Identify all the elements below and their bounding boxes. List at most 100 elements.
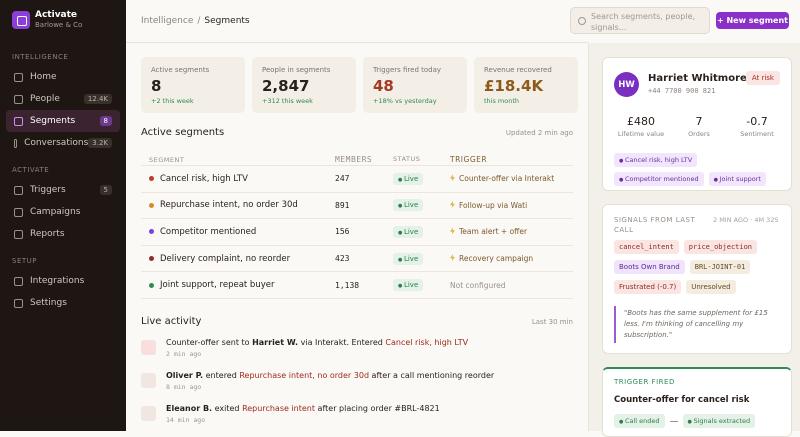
trigger: Follow-up via Wati: [459, 200, 528, 210]
nav-item[interactable]: Campaigns: [6, 201, 120, 223]
activity-icon: [141, 340, 156, 355]
nav-icon: [14, 94, 23, 104]
nav-item[interactable]: People 12.4K: [6, 88, 120, 110]
column-header: SEGMENT: [149, 156, 185, 164]
nav-label: Settings: [30, 298, 67, 308]
status-dot: [149, 229, 154, 235]
members: 891: [335, 200, 350, 210]
activity-body: Oliver P. entered Repurchase intent, no …: [166, 371, 494, 404]
status-dot: [149, 282, 154, 288]
status-cell: Live: [393, 172, 450, 185]
person: Eleanor B.: [166, 404, 213, 413]
nav-icon: [14, 298, 23, 308]
window: Last 30 min: [531, 318, 573, 326]
nav: INTELLIGENCE Home People 12.4K Segments 8 Conv…: [0, 41, 126, 314]
new-segment-button[interactable]: + New segment: [716, 12, 789, 29]
segment-row[interactable]: Joint support, repeat buyer 1,138 Live Not …: [141, 272, 573, 299]
segment-tag[interactable]: Joint support: [708, 172, 766, 186]
status-dot: [149, 202, 154, 208]
stat-label: Triggers fired today: [373, 66, 442, 74]
trigger-card: TRIGGER FIRED Counter-offer for cancel ri…: [602, 367, 792, 437]
signals-card: SIGNALS FROM LAST CALL 2 MIN AGO · 4M 32S…: [602, 204, 792, 354]
step: Call ended: [614, 414, 665, 428]
nav-label: Integrations: [30, 276, 85, 286]
chips: cancel_intent price_objection Boots Own Br…: [614, 240, 789, 294]
bolt-icon: [450, 254, 455, 262]
segment-row[interactable]: Cancel risk, high LTV 247 Live Counter-offe…: [141, 166, 573, 193]
segment-cell: Cancel risk, high LTV: [149, 174, 335, 184]
status-dot: [149, 176, 154, 182]
nav-item[interactable]: Triggers 5: [6, 179, 120, 201]
trigger-cell: Counter-offer via Interakt: [450, 174, 573, 183]
signal-chip: price_objection: [683, 240, 758, 254]
status-badge: Live: [393, 199, 424, 212]
search[interactable]: Search segments, people, signals...: [570, 7, 710, 34]
stat-value: £18.4K: [484, 77, 544, 95]
nav-item[interactable]: Segments 8: [6, 110, 120, 132]
nav-item[interactable]: Conversations 3.2K: [6, 132, 120, 154]
breadcrumb[interactable]: Intelligence: [141, 16, 194, 26]
signal-chip: Unresolved: [686, 280, 736, 294]
sidebar: Activate Barlowe & Co INTELLIGENCE Home Pe…: [0, 0, 126, 431]
segment-cell: Delivery complaint, no reorder: [149, 254, 335, 264]
stat-value: 48: [373, 77, 394, 95]
activity-item: Eleanor B. exited Repurchase intent afte…: [141, 404, 573, 437]
nav-icon: [14, 276, 23, 286]
brand: Activate: [35, 10, 78, 20]
text: via Interakt. Entered: [298, 338, 386, 347]
stats: Active segments 8 +2 this week People in se…: [141, 57, 578, 113]
profile-stat-value: -0.7: [746, 115, 768, 128]
segments-table: SEGMENT MEMBERS STATUS TRIGGER Cancel risk, …: [141, 150, 573, 299]
profile-stat-value: 7: [695, 115, 703, 128]
breadcrumb-current: Segments: [204, 16, 250, 26]
segment-row[interactable]: Repurchase intent, no order 30d 891 Live Fo…: [141, 193, 573, 220]
segment-link[interactable]: Repurchase intent, no order 30d: [239, 371, 370, 380]
stat-value: 8: [151, 77, 162, 95]
nav-section: SETUP: [12, 257, 37, 265]
arrow: [669, 420, 678, 422]
segment-link[interactable]: Repurchase intent: [242, 404, 316, 413]
trigger: Team alert + offer: [459, 227, 528, 237]
members: 1,138: [335, 280, 360, 290]
nav-section: ACTIVATE: [12, 166, 50, 174]
nav-item[interactable]: Reports: [6, 223, 120, 245]
stat-card: Revenue recovered £18.4K this month: [474, 57, 578, 113]
column-header: TRIGGER: [450, 155, 488, 164]
nav-icon: [14, 116, 23, 126]
signal-chip: BRL-JOINT-01: [689, 260, 751, 274]
stat-label: Revenue recovered: [484, 66, 552, 74]
text: entered: [203, 371, 240, 380]
trigger-cell: Recovery campaign: [450, 254, 573, 263]
trigger-cell: Not configured: [450, 281, 573, 290]
activity-body: Eleanor B. exited Repurchase intent afte…: [166, 404, 440, 437]
activity-icon: [141, 373, 156, 388]
nav-item[interactable]: Integrations: [6, 270, 120, 292]
signals-title: SIGNALS FROM LAST CALL: [614, 216, 696, 234]
activity-item: Oliver P. entered Repurchase intent, no …: [141, 371, 573, 404]
nav-icon: [14, 207, 23, 217]
segment-tag[interactable]: Cancel risk, high LTV: [614, 153, 698, 167]
section-title: Active segments: [141, 127, 225, 138]
segment-row[interactable]: Competitor mentioned 156 Live Team alert + …: [141, 219, 573, 246]
activity-text: Oliver P. entered Repurchase intent, no …: [166, 371, 494, 380]
nav-icon: [14, 138, 18, 148]
bolt-icon: [450, 227, 455, 235]
trigger-title: Counter-offer for cancel risk: [614, 395, 750, 405]
stat-value: 2,847: [262, 77, 310, 95]
nav-item[interactable]: Settings: [6, 292, 120, 314]
nav-item[interactable]: Home: [6, 66, 120, 88]
nav-label: Home: [30, 72, 57, 82]
stat-delta: this month: [484, 97, 520, 105]
segment-link[interactable]: Cancel risk, high LTV: [385, 338, 469, 347]
nav-label: Conversations: [24, 138, 89, 148]
stat-card: Active segments 8 +2 this week: [141, 57, 245, 113]
profile-stat-label: Lifetime value: [617, 130, 665, 138]
segment-cell: Competitor mentioned: [149, 227, 335, 237]
segment-row[interactable]: Delivery complaint, no reorder 423 Live Rec…: [141, 246, 573, 273]
status-cell: Live: [393, 279, 450, 292]
text: Counter-offer sent to: [166, 338, 253, 347]
text: after placing order #BRL-4821: [315, 404, 440, 413]
stat-delta: +18% vs yesterday: [373, 97, 437, 105]
activity: Counter-offer sent to Harriet W. via Int…: [141, 338, 573, 437]
segment-tag[interactable]: Competitor mentioned: [614, 172, 704, 186]
